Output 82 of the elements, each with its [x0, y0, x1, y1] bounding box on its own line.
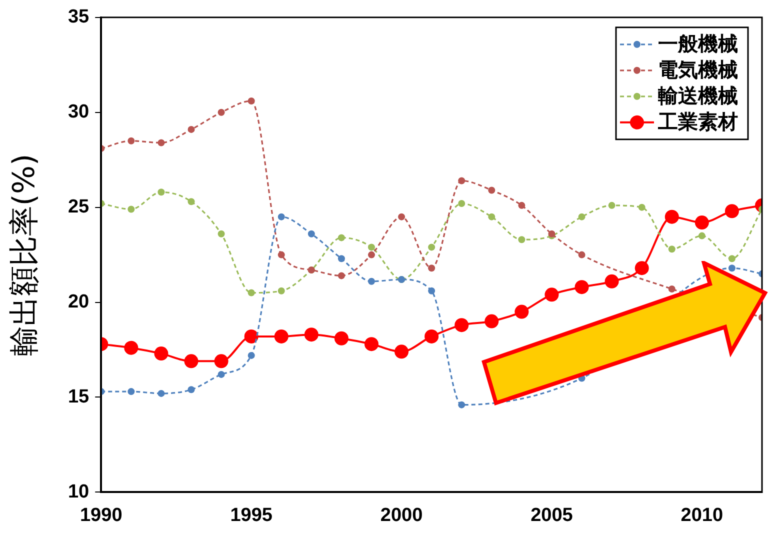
y-tick-label: 20	[68, 292, 90, 313]
point	[248, 289, 255, 296]
point	[158, 390, 165, 397]
point	[218, 230, 225, 238]
point	[488, 213, 496, 220]
point	[158, 139, 165, 146]
legend-label: 電気機械	[658, 58, 738, 82]
legend-label: 工業素材	[657, 110, 738, 134]
legend-label: 輸送機械	[657, 84, 738, 108]
point	[368, 278, 375, 285]
point	[484, 314, 499, 328]
x-tick-label: 1995	[230, 504, 273, 526]
point	[244, 329, 258, 344]
point	[128, 137, 135, 144]
point	[668, 285, 676, 292]
point	[398, 213, 406, 220]
point	[574, 280, 589, 294]
point	[338, 272, 345, 280]
point	[188, 198, 195, 206]
point	[454, 318, 469, 332]
point	[218, 370, 225, 378]
point	[158, 188, 165, 196]
point	[724, 204, 739, 218]
point	[188, 126, 195, 133]
point	[728, 255, 736, 262]
y-tick-label: 35	[68, 6, 90, 28]
point	[128, 388, 135, 396]
x-tick-label: 2000	[380, 504, 423, 526]
point	[608, 202, 616, 209]
x-tick-label: 1990	[80, 504, 122, 526]
point	[428, 264, 436, 272]
point	[728, 264, 736, 272]
point	[364, 337, 378, 352]
point	[488, 186, 496, 194]
point	[248, 352, 255, 359]
point	[124, 340, 138, 355]
point	[694, 216, 709, 230]
point	[214, 354, 228, 368]
point	[638, 204, 646, 211]
y-tick-label: 25	[68, 196, 90, 218]
y-tick-label: 15	[68, 386, 90, 408]
point	[274, 329, 288, 344]
point	[154, 346, 168, 361]
point	[698, 232, 706, 240]
point	[664, 210, 679, 224]
point	[248, 97, 255, 104]
point	[218, 108, 225, 116]
point	[604, 274, 619, 288]
point	[544, 288, 559, 302]
point	[368, 244, 375, 251]
point	[278, 287, 285, 294]
point	[668, 246, 676, 253]
point	[278, 251, 285, 258]
point	[424, 329, 439, 344]
point	[578, 213, 586, 220]
point	[514, 304, 529, 319]
point	[304, 328, 318, 342]
point	[128, 206, 135, 213]
y-tick-label: 30	[68, 102, 90, 123]
point	[278, 213, 285, 220]
point	[458, 177, 466, 184]
point	[188, 386, 195, 394]
y-axis-title: 輸出額比率(%)	[6, 154, 42, 356]
point	[368, 251, 375, 258]
point	[518, 202, 526, 209]
legend-label: 一般機械	[658, 32, 738, 56]
point	[394, 344, 409, 359]
point	[184, 354, 198, 368]
x-tick-label: 2005	[530, 504, 574, 526]
point	[634, 261, 649, 276]
point	[338, 255, 345, 262]
point	[458, 200, 466, 208]
point	[308, 230, 315, 238]
point	[428, 244, 436, 251]
point	[518, 236, 526, 244]
x-tick-label: 2010	[680, 504, 724, 526]
point	[334, 331, 348, 346]
point	[338, 234, 345, 242]
point	[458, 401, 466, 408]
point	[578, 251, 586, 258]
y-tick-label: 10	[68, 481, 90, 502]
point	[428, 287, 436, 294]
